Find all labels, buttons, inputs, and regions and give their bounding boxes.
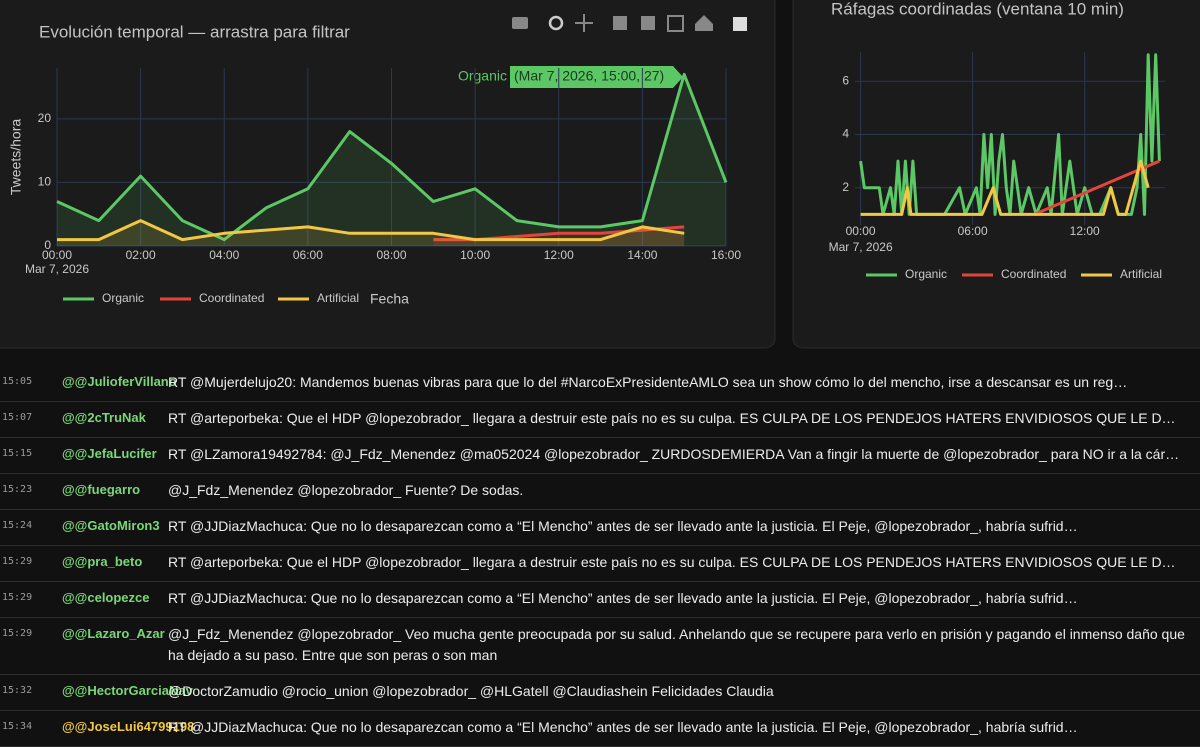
- y-tick-label: 20: [38, 111, 52, 125]
- hover-tooltip: (Mar 7, 2026, 15:00, 27) Organic: [458, 66, 683, 88]
- x-tick-label: 00:00: [42, 248, 72, 262]
- tweet-time: 15:34: [2, 721, 33, 732]
- modebar: [512, 14, 747, 32]
- tweet-user: @@GatoMiron3: [62, 518, 160, 533]
- y-tick-label: 4: [842, 127, 849, 141]
- tweet-row[interactable]: 15:05 @@JulioferVillano RT @Mujerdelujo20:…: [0, 366, 1200, 402]
- chart-title: Ráfagas coordinadas (ventana 10 min): [831, 0, 1124, 18]
- tweet-row[interactable]: 15:23 @@fuegarro @J_Fdz_Menendez @lopezobr…: [0, 474, 1200, 510]
- charts: (Mar 7, 2026, 15:00, 27) Organic Evoluci…: [0, 0, 1200, 349]
- legend-label: Artificial: [1120, 267, 1162, 281]
- tweet-user: @@JefaLucifer: [62, 446, 157, 461]
- y-axis-title: Tweets/hora: [8, 119, 24, 195]
- y-tick-label: 6: [842, 73, 849, 87]
- area: [433, 226, 685, 246]
- x-tick-label: 14:00: [627, 248, 657, 262]
- camera-icon[interactable]: [512, 17, 528, 29]
- zoom-in-icon[interactable]: [613, 16, 627, 30]
- line: [56, 72, 728, 242]
- line: [57, 219, 685, 242]
- chart-title: Evolución temporal — arrastra para filtr…: [39, 22, 350, 41]
- x-date-label: Mar 7, 2026: [829, 240, 893, 254]
- autoscale-icon[interactable]: [667, 15, 684, 32]
- tweet-user: @@HectorGarciaNav: [62, 683, 193, 698]
- y-tick-label: 2: [842, 180, 849, 194]
- y-tick-label: 10: [38, 175, 52, 189]
- tweet-text: RT @arteporbeka: Que el HDP @lopezobrado…: [168, 410, 1176, 426]
- y-tick-label: 0: [44, 238, 51, 252]
- x-tick-label: 02:00: [126, 248, 156, 262]
- zoom-icon[interactable]: [548, 15, 564, 31]
- tweet-time: 15:29: [2, 556, 33, 567]
- tweet-time: 15:32: [2, 685, 33, 696]
- tweet-time: 15:15: [2, 448, 33, 459]
- logo-icon[interactable]: [733, 17, 747, 31]
- legend-label: Coordinated: [1001, 267, 1066, 281]
- tweet-text: RT @Mujerdelujo20: Mandemos buenas vibra…: [168, 374, 1128, 390]
- tweet-text: @DoctorZamudio @rocio_union @lopezobrado…: [168, 683, 774, 699]
- tweet-time: 15:24: [2, 520, 33, 531]
- tweet-row[interactable]: 15:24 @@GatoMiron3 RT @JJDiazMachuca: Que …: [0, 510, 1200, 546]
- legend-label: Organic: [905, 267, 947, 281]
- tweet-text: @J_Fdz_Menendez @lopezobrador_ Fuente? D…: [168, 482, 524, 498]
- x-tick-label: 10:00: [460, 248, 490, 262]
- x-tick-label: 16:00: [711, 248, 741, 262]
- x-tick-label: 00:00: [846, 224, 876, 238]
- tooltip-label: (Mar 7, 2026, 15:00, 27): [514, 68, 664, 84]
- tweet-time: 15:29: [2, 592, 33, 603]
- tweet-time: 15:23: [2, 484, 33, 495]
- line: [860, 159, 1150, 216]
- reset-icon[interactable]: [695, 15, 713, 31]
- tweet-row[interactable]: 15:32 @@HectorGarciaNav @DoctorZamudio @ro…: [0, 675, 1200, 711]
- x-tick-label: 06:00: [293, 248, 323, 262]
- tweet-row[interactable]: 15:29 @@celopezce RT @JJDiazMachuca: Que n…: [0, 582, 1200, 618]
- tweet-user: @@2cTruNak: [62, 410, 146, 425]
- tweet-row[interactable]: 15:34 @@JoseLui64799198 RT @JJDiazMachuca:…: [0, 711, 1200, 747]
- tweet-user: @@JulioferVillano: [62, 374, 177, 389]
- tweet-user: @@pra_beto: [62, 554, 143, 569]
- tweet-text: RT @JJDiazMachuca: Que no lo desaparezca…: [168, 518, 1078, 534]
- legend-label: Artificial: [317, 291, 359, 305]
- tweet-text: RT @arteporbeka: Que el HDP @lopezobrado…: [168, 554, 1176, 570]
- tweet-user: @@Lazaro_Azar: [62, 626, 165, 641]
- x-tick-label: 12:00: [1070, 224, 1100, 238]
- x-tick-label: 04:00: [209, 248, 239, 262]
- tweet-time: 15:05: [2, 376, 33, 387]
- tweet-user: @@celopezce: [62, 590, 150, 605]
- tweet-user: @@fuegarro: [62, 482, 141, 497]
- zoom-out-icon[interactable]: [641, 16, 655, 30]
- tweet-text: RT @JJDiazMachuca: Que no lo desaparezca…: [168, 590, 1078, 606]
- x-tick-label: 08:00: [376, 248, 406, 262]
- tweet-time: 15:29: [2, 628, 33, 639]
- pan-icon[interactable]: [575, 14, 593, 32]
- tweet-row[interactable]: 15:15 @@JefaLucifer RT @LZamora19492784: @…: [0, 438, 1200, 474]
- tweet-text: RT @JJDiazMachuca: Que no lo desaparezca…: [168, 719, 1078, 735]
- legend-label: Coordinated: [199, 291, 264, 305]
- x-tick-label: 12:00: [544, 248, 574, 262]
- tooltip-box: [510, 66, 683, 88]
- legend-label: Organic: [102, 291, 144, 305]
- tweet-time: 15:07: [2, 412, 33, 423]
- tweet-list: 15:05 @@JulioferVillano RT @Mujerdelujo20:…: [0, 366, 1200, 747]
- x-tick-label: 06:00: [958, 224, 988, 238]
- x-date-label: Mar 7, 2026: [25, 262, 89, 276]
- tweet-text: RT @LZamora19492784: @J_Fdz_Menendez @ma…: [168, 446, 1180, 462]
- tweet-row[interactable]: 15:29 @@Lazaro_Azar @J_Fdz_Menendez @lopez…: [0, 618, 1200, 675]
- x-axis-title: Fecha: [370, 291, 409, 307]
- tweet-text: @J_Fdz_Menendez @lopezobrador_ Veo mucha…: [168, 626, 1185, 663]
- tooltip-name: Organic: [458, 68, 507, 84]
- tweet-row[interactable]: 15:29 @@pra_beto RT @arteporbeka: Que el H…: [0, 546, 1200, 582]
- tweet-user: @@JoseLui64799198: [62, 719, 195, 734]
- tweet-row[interactable]: 15:07 @@2cTruNak RT @arteporbeka: Que el H…: [0, 402, 1200, 438]
